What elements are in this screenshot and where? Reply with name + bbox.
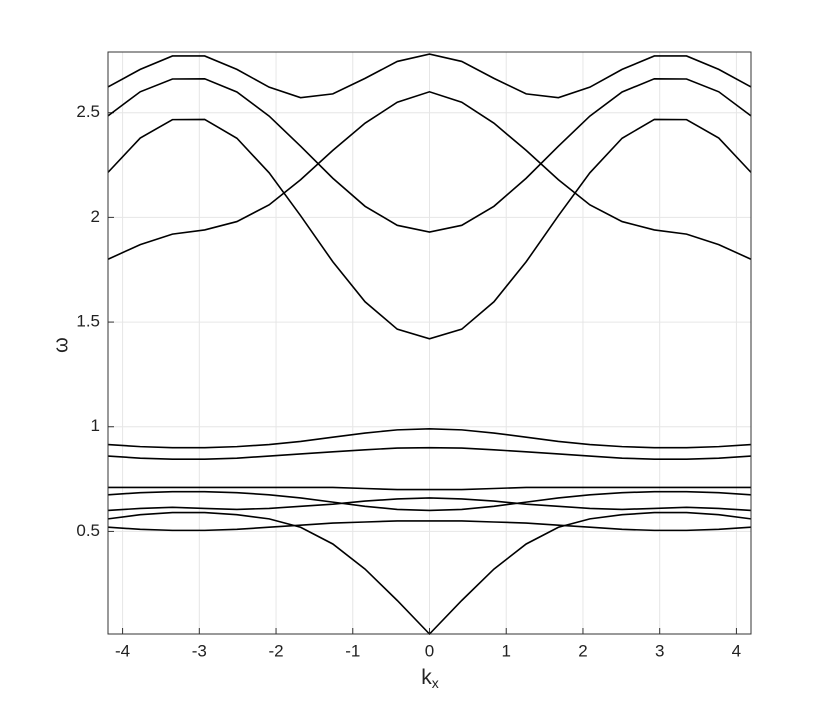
plot-frame (107, 51, 752, 635)
x-tick-label: -4 (115, 641, 130, 660)
band-line (107, 77, 752, 233)
y-tick-label: 2 (91, 207, 100, 226)
band-line (107, 90, 752, 260)
x-tick-label: 4 (732, 641, 741, 660)
x-label-subscript: x (432, 675, 439, 691)
x-tick-label: -3 (192, 641, 207, 660)
x-tick-label: -1 (345, 641, 360, 660)
band-line (107, 446, 752, 460)
x-tick-label: 1 (501, 641, 510, 660)
band-line (108, 486, 751, 491)
band-line (107, 118, 752, 340)
x-tick-label: 3 (655, 641, 664, 660)
x-tick-label: 0 (425, 641, 434, 660)
x-tick-label: -2 (268, 641, 283, 660)
band-line (107, 497, 752, 512)
band-line (107, 53, 752, 99)
y-tick-label: 1 (91, 416, 100, 435)
x-label-main: k (421, 666, 432, 689)
band-line (107, 520, 752, 532)
band-line (107, 490, 752, 512)
y-tick-label: 0.5 (76, 521, 100, 540)
x-tick-label: 2 (578, 641, 587, 660)
x-axis-label: kx (421, 666, 439, 691)
y-tick-label: 2.5 (76, 102, 100, 121)
band-line (107, 428, 752, 449)
y-axis-label: ω (50, 337, 72, 353)
y-tick-label: 1.5 (76, 312, 100, 331)
